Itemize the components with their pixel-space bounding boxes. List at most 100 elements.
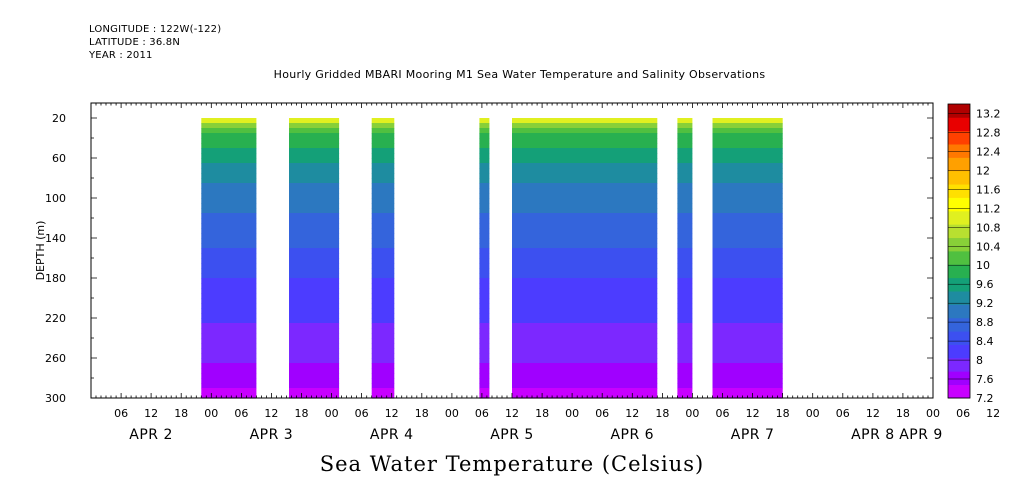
temperature-cell <box>479 213 490 219</box>
temperature-cell <box>712 173 783 179</box>
temperature-cell <box>512 138 658 144</box>
x-tick-label: 06 <box>355 407 369 420</box>
temperature-cell <box>371 338 395 344</box>
x-tick-label: 18 <box>896 407 910 420</box>
temperature-cell <box>201 118 257 124</box>
temperature-cell <box>371 198 395 204</box>
x-day-label: APR 5 <box>490 427 534 443</box>
data-segment <box>371 118 395 399</box>
temperature-cell <box>289 343 340 349</box>
temperature-cell <box>289 228 340 234</box>
temperature-cell <box>289 118 340 124</box>
temperature-cell <box>712 163 783 169</box>
temperature-cell <box>479 153 490 159</box>
colorbar-swatch <box>948 130 970 145</box>
temperature-cell <box>479 268 490 274</box>
temperature-cell <box>712 383 783 389</box>
temperature-cell <box>677 228 693 234</box>
colorbar-swatch <box>948 317 970 332</box>
temperature-cell <box>289 293 340 299</box>
temperature-cell <box>479 238 490 244</box>
temperature-cell <box>201 168 257 174</box>
temperature-cell <box>201 263 257 269</box>
temperature-cell <box>512 393 658 399</box>
temperature-cell <box>289 193 340 199</box>
colorbar-label: 12.8 <box>976 127 1001 140</box>
temperature-cell <box>479 118 490 124</box>
temperature-cell <box>712 218 783 224</box>
temperature-cell <box>201 153 257 159</box>
temperature-cell <box>712 388 783 394</box>
temperature-cell <box>712 238 783 244</box>
temperature-cell <box>677 168 693 174</box>
temperature-cell <box>712 203 783 209</box>
temperature-cell <box>201 363 257 369</box>
temperature-cell <box>512 128 658 134</box>
temperature-cell <box>371 138 395 144</box>
temperature-cell <box>201 393 257 399</box>
temperature-cell <box>371 278 395 284</box>
temperature-cell <box>479 303 490 309</box>
temperature-cell <box>479 293 490 299</box>
temperature-cell <box>371 118 395 124</box>
temperature-cell <box>479 143 490 149</box>
temperature-cell <box>201 308 257 314</box>
temperature-cell <box>201 193 257 199</box>
temperature-cell <box>201 228 257 234</box>
temperature-cell <box>479 208 490 214</box>
temperature-cell <box>712 223 783 229</box>
temperature-cell <box>677 213 693 219</box>
temperature-cell <box>201 233 257 239</box>
colorbar-swatch <box>948 331 970 345</box>
temperature-cell <box>512 283 658 289</box>
temperature-cell <box>512 333 658 339</box>
temperature-cell <box>677 338 693 344</box>
temperature-cell <box>289 278 340 284</box>
temperature-cell <box>479 163 490 169</box>
temperature-cell <box>289 213 340 219</box>
temperature-cell <box>512 368 658 374</box>
temperature-cell <box>201 368 257 374</box>
y-tick-label: 180 <box>45 272 66 285</box>
temperature-cell <box>201 258 257 264</box>
temperature-cell <box>479 343 490 349</box>
latitude-label: LATITUDE : 36.8N <box>89 37 181 48</box>
temperature-cell <box>479 288 490 294</box>
temperature-cell <box>371 308 395 314</box>
temperature-cell <box>371 388 395 394</box>
year-label: YEAR : 2011 <box>89 50 153 61</box>
x-tick-label: 06 <box>595 407 609 420</box>
temperature-cell <box>512 183 658 189</box>
colorbar-label: 9.2 <box>976 297 994 310</box>
data-segment <box>712 118 783 399</box>
temperature-cell <box>677 283 693 289</box>
x-tick-label: 06 <box>716 407 730 420</box>
temperature-cell <box>512 358 658 364</box>
colorbar-variable-label: Sea Water Temperature (Celsius) <box>319 452 705 476</box>
y-tick-label: 20 <box>52 112 66 125</box>
colorbar-label: 11.6 <box>976 183 1001 196</box>
y-tick-label: 100 <box>45 192 66 205</box>
temperature-cell <box>289 258 340 264</box>
colorbar-swatch <box>948 357 970 372</box>
temperature-cell <box>677 358 693 364</box>
temperature-cell <box>712 178 783 184</box>
temperature-cell <box>712 168 783 174</box>
temperature-cell <box>512 388 658 394</box>
temperature-cell <box>677 253 693 259</box>
x-tick-label: 12 <box>385 407 399 420</box>
temperature-cell <box>677 288 693 294</box>
temperature-cell <box>371 298 395 304</box>
temperature-cell <box>289 353 340 359</box>
temperature-cell <box>201 223 257 229</box>
temperature-cell <box>201 268 257 274</box>
temperature-cell <box>677 218 693 224</box>
temperature-cell <box>201 123 257 129</box>
x-tick-label: 18 <box>415 407 429 420</box>
temperature-cell <box>201 178 257 184</box>
temperature-cell <box>201 348 257 354</box>
temperature-cell <box>371 158 395 164</box>
temperature-cell <box>677 383 693 389</box>
temperature-cell <box>512 223 658 229</box>
temperature-cell <box>371 323 395 329</box>
